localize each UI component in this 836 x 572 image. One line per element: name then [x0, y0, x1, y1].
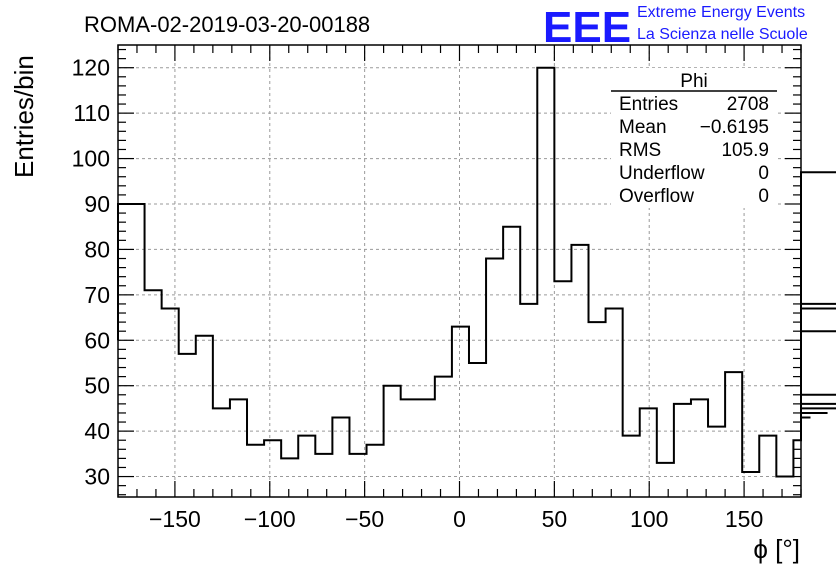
- histogram-bin: [606, 308, 623, 497]
- histogram-bin: [759, 436, 776, 497]
- histogram-bin: [384, 386, 401, 497]
- histogram-bin: [503, 227, 520, 497]
- histogram-bin: [469, 363, 486, 497]
- eee-logo-line1: Extreme Energy Events: [637, 4, 805, 21]
- chart-title: ROMA-02-2019-03-20-00188: [84, 12, 370, 37]
- histogram-bin: [162, 308, 179, 497]
- histogram-bin: [486, 259, 503, 497]
- stats-row-value: 2708: [727, 94, 769, 115]
- y-tick-label: 70: [84, 282, 110, 308]
- histogram-bin: [247, 445, 264, 497]
- histogram-bin: [708, 427, 725, 497]
- y-tick-label: 90: [84, 191, 110, 217]
- histogram-bin: [452, 327, 469, 497]
- histogram-bin: [674, 404, 691, 497]
- x-axis-title: ϕ [°]: [753, 534, 800, 564]
- histogram-bin: [520, 304, 537, 497]
- histogram-bin: [401, 399, 418, 497]
- y-tick-label: 100: [72, 146, 110, 172]
- y-tick-label: 80: [84, 236, 110, 262]
- histogram-bin: [418, 399, 435, 497]
- y-tick-label: 120: [72, 55, 110, 81]
- stats-rows: Entries 2708 Mean −0.6195 RMS 105.9 Underflow 0…: [619, 94, 769, 207]
- histogram-bin: [230, 399, 247, 497]
- histogram-bin: [118, 204, 145, 497]
- stats-row-value: 0: [758, 163, 769, 184]
- histogram-bin: [298, 436, 315, 497]
- x-tick-label: −50: [345, 506, 384, 532]
- stats-title: Phi: [680, 71, 707, 92]
- stats-row-label: Entries: [619, 94, 678, 115]
- histogram-bin: [623, 436, 640, 497]
- histogram-bin: [349, 454, 366, 497]
- y-tick-label: 40: [84, 418, 110, 444]
- histogram-bin: [742, 472, 759, 497]
- histogram-bin: [776, 477, 793, 497]
- y-tick-label: 60: [84, 327, 110, 353]
- histogram-bin: [281, 458, 298, 497]
- stats-row-label: RMS: [619, 140, 661, 161]
- histogram-bin: [640, 408, 657, 497]
- histogram-bin: [213, 408, 230, 497]
- tick-labels: −150 −100 −50 0 50 100 150 30 40 50 60 70 80 90 100 110…: [72, 55, 764, 532]
- histogram-bin: [725, 372, 742, 497]
- histogram-bin: [315, 454, 332, 497]
- eee-logo-mark: EEE: [543, 3, 631, 52]
- histogram-bin: [589, 322, 606, 497]
- histogram-bin: [571, 245, 588, 497]
- y-tick-label: 30: [84, 464, 110, 490]
- x-tick-label: 100: [630, 506, 668, 532]
- x-tick-label: 0: [453, 506, 466, 532]
- y-axis-title: Entries/bin: [9, 55, 39, 178]
- histogram-bin: [264, 440, 281, 497]
- stats-row-label: Mean: [619, 117, 667, 138]
- histogram-bin: [691, 399, 708, 497]
- x-tick-label: −100: [244, 506, 296, 532]
- histogram-bin: [179, 354, 196, 497]
- stats-row-value: 105.9: [721, 140, 769, 161]
- stats-row-label: Overflow: [619, 186, 694, 207]
- y-tick-label: 50: [84, 373, 110, 399]
- histogram-bin: [537, 68, 554, 497]
- eee-logo: EEE Extreme Energy Events La Scienza nel…: [543, 3, 808, 52]
- histogram-bin: [332, 418, 349, 497]
- x-tick-label: 50: [542, 506, 568, 532]
- histogram-bin: [145, 290, 162, 497]
- x-tick-label: 150: [725, 506, 763, 532]
- y-tick-label: 110: [73, 100, 110, 126]
- x-tick-label: −150: [149, 506, 201, 532]
- histogram-bin: [657, 463, 674, 497]
- histogram-bin: [367, 445, 384, 497]
- histogram-bin: [196, 336, 213, 497]
- axis-ticks: [117, 45, 802, 497]
- eee-logo-line2: La Scienza nelle Scuole: [637, 26, 808, 43]
- stats-row-label: Underflow: [619, 163, 705, 184]
- histogram-bin: [554, 281, 571, 497]
- histogram-bin: [435, 377, 452, 497]
- stats-row-value: 0: [758, 186, 769, 207]
- stats-box: Phi Entries 2708 Mean −0.6195 RMS 105.9 Underf…: [611, 68, 777, 208]
- stats-row-value: −0.6195: [700, 117, 769, 138]
